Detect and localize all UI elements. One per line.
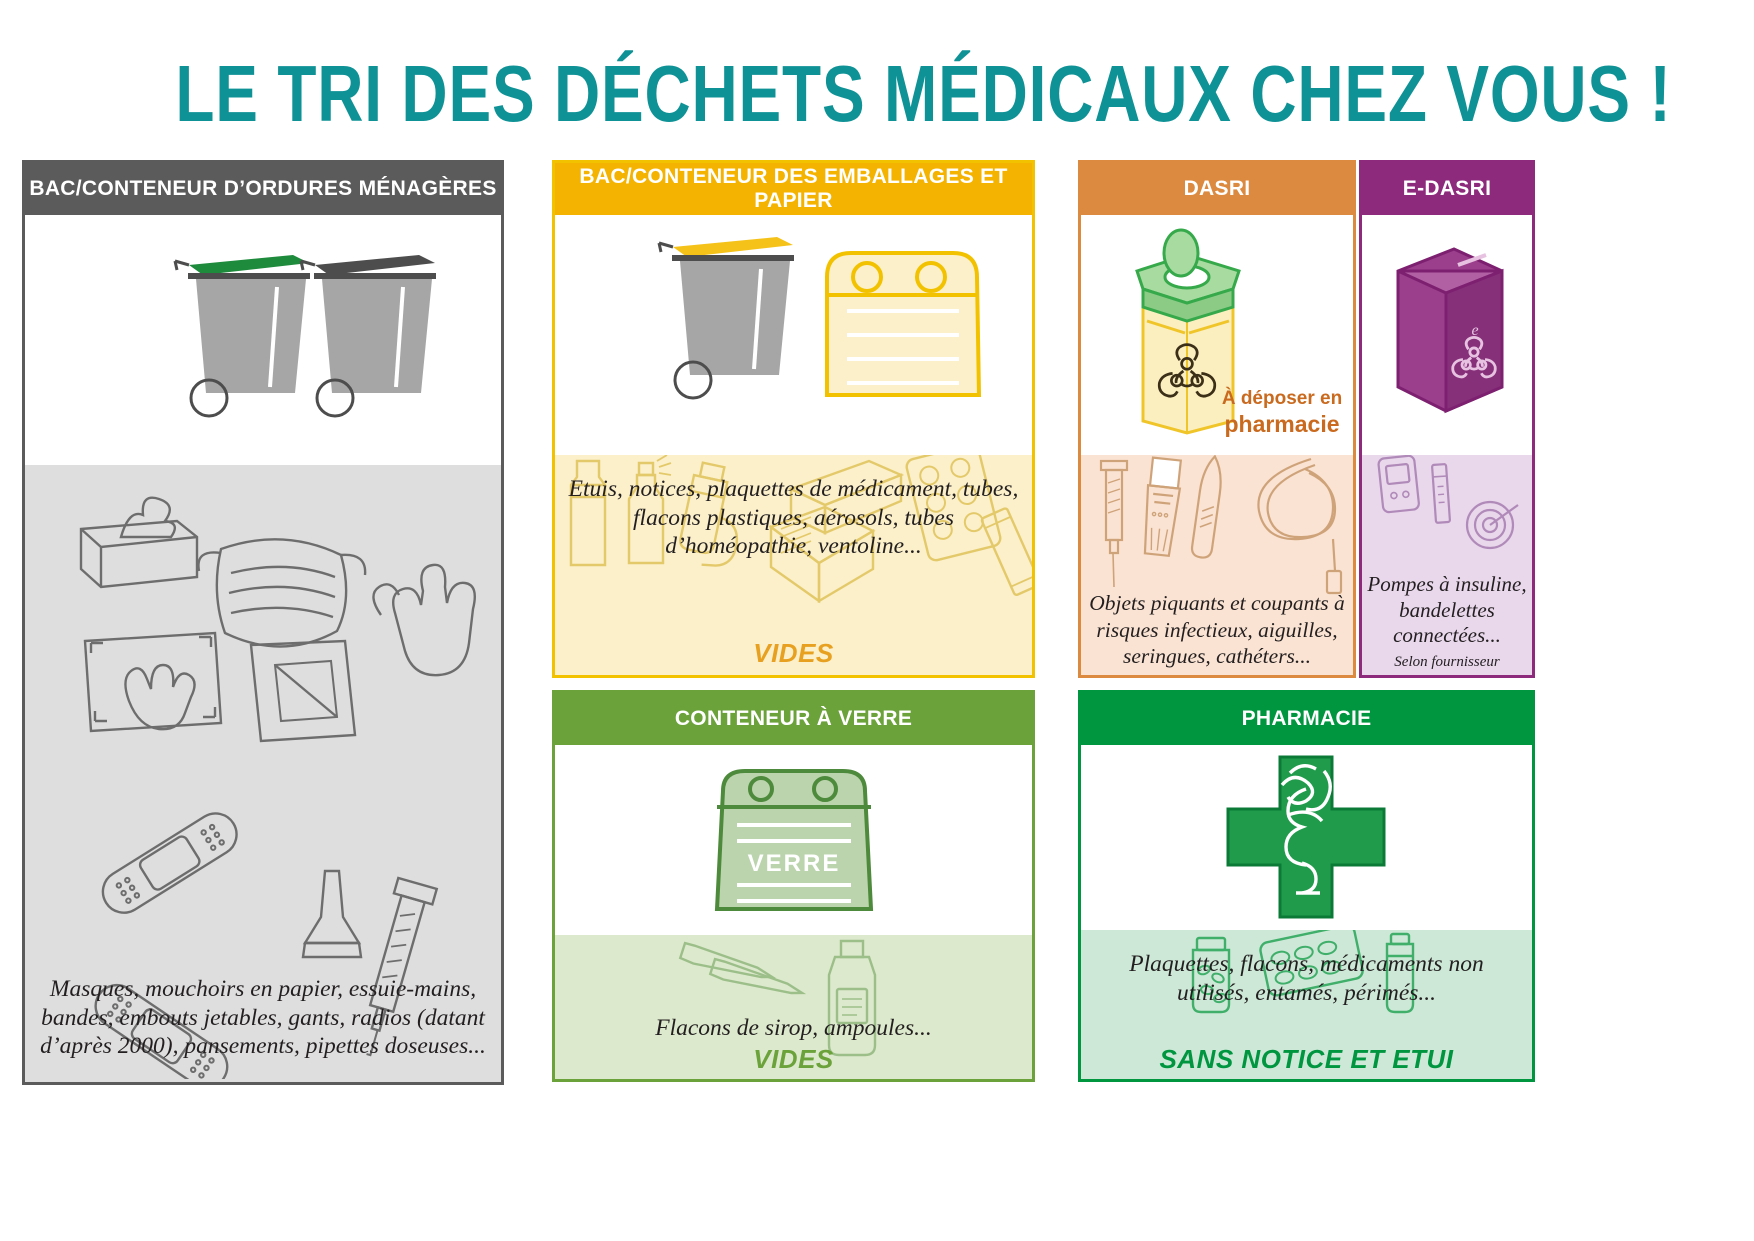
panel-packaging-items: Etuis, notices, plaquettes de médicament… [555, 455, 1032, 675]
panel-edasri-header: E-DASRI [1362, 163, 1532, 215]
panel-edasri-illustration: e [1362, 215, 1532, 455]
caduceus-icon [1280, 764, 1332, 895]
panel-pharmacy-header: PHARMACIE [1081, 693, 1532, 745]
panel-glass-container: CONTENEUR À VERRE [552, 690, 1035, 1082]
household-waste-items-icon [25, 465, 501, 1079]
panel-glass-header: CONTENEUR À VERRE [555, 693, 1032, 745]
dasri-note-line1: À déposer en [1221, 387, 1343, 409]
panel-pharmacy-illustration [1081, 745, 1532, 930]
panel-glass-caption: Flacons de sirop, ampoules... [655, 1015, 932, 1042]
pharmacy-items-icon [1081, 930, 1532, 1079]
panel-household-items: Masques, mouchoirs en papier, essuie-mai… [25, 465, 501, 1079]
panel-glass-items: Flacons de sirop, ampoules... VIDES [555, 935, 1032, 1079]
panel-pharmacy-emphasis: SANS NOTICE ET ETUI [1159, 1044, 1454, 1074]
page-title: LE TRI DES DÉCHETS MÉDICAUX CHEZ VOUS ! [175, 49, 1672, 138]
edasri-items-icon [1362, 455, 1532, 675]
edasri-box-icon: e [1362, 215, 1532, 455]
wheelie-bins-icon [25, 215, 501, 465]
glass-container-icon: VERRE [555, 745, 1032, 935]
svg-text:e: e [1471, 322, 1478, 339]
panel-dasri-header: DASRI [1081, 163, 1353, 215]
panel-packaging-emphasis: VIDES [753, 638, 834, 668]
pharmacy-cross-icon [1081, 745, 1532, 930]
panel-packaging-paper: BAC/CONTENEUR DES EMBALLAGES ET PAPIER [552, 160, 1035, 678]
panel-dasri-caption: Objets piquants et coupants à risques in… [1089, 591, 1345, 668]
packaging-items-icon [555, 455, 1032, 675]
dasri-note-line2: pharmacie [1224, 411, 1340, 438]
panel-edasri-footnote: Selon fournisseur [1394, 654, 1500, 670]
panel-glass-emphasis: VIDES [753, 1044, 834, 1074]
panel-household-waste: BAC/CONTENEUR D’ORDURES MÉNAGÈRES [22, 160, 504, 1085]
panel-household-caption: Masques, mouchoirs en papier, essuie-mai… [40, 976, 486, 1060]
panel-dasri: DASRI [1078, 160, 1356, 678]
glass-container-label: VERRE [748, 850, 841, 877]
glass-items-icon [555, 935, 1032, 1079]
dasri-sharps-items-icon [1081, 455, 1353, 675]
panel-household-header: BAC/CONTENEUR D’ORDURES MÉNAGÈRES [25, 163, 501, 215]
dasri-deposit-note: À déposer en pharmacie [1217, 387, 1347, 440]
panel-edasri-items: Pompes à insuline, bandelettes connectée… [1362, 455, 1532, 675]
panel-glass-illustration: VERRE [555, 745, 1032, 935]
panel-dasri-items: Objets piquants et coupants à risques in… [1081, 455, 1353, 675]
panel-packaging-illustration [555, 215, 1032, 455]
panel-household-illustration [25, 215, 501, 465]
panel-dasri-illustration: À déposer en pharmacie [1081, 215, 1353, 455]
panel-pharmacy: PHARMACIE [1078, 690, 1535, 1082]
yellow-bin-and-container-icon [555, 215, 1032, 455]
panel-edasri: E-DASRI e [1359, 160, 1535, 678]
panel-edasri-caption: Pompes à insuline, bandelettes connectée… [1367, 572, 1527, 648]
panel-packaging-header: BAC/CONTENEUR DES EMBALLAGES ET PAPIER [555, 163, 1032, 215]
panel-pharmacy-items: Plaquettes, flacons, médicaments non uti… [1081, 930, 1532, 1079]
dasri-sharps-container-icon [1081, 215, 1353, 455]
panel-packaging-caption: Etuis, notices, plaquettes de médicament… [568, 476, 1019, 560]
panel-pharmacy-caption: Plaquettes, flacons, médicaments non uti… [1129, 951, 1484, 1006]
